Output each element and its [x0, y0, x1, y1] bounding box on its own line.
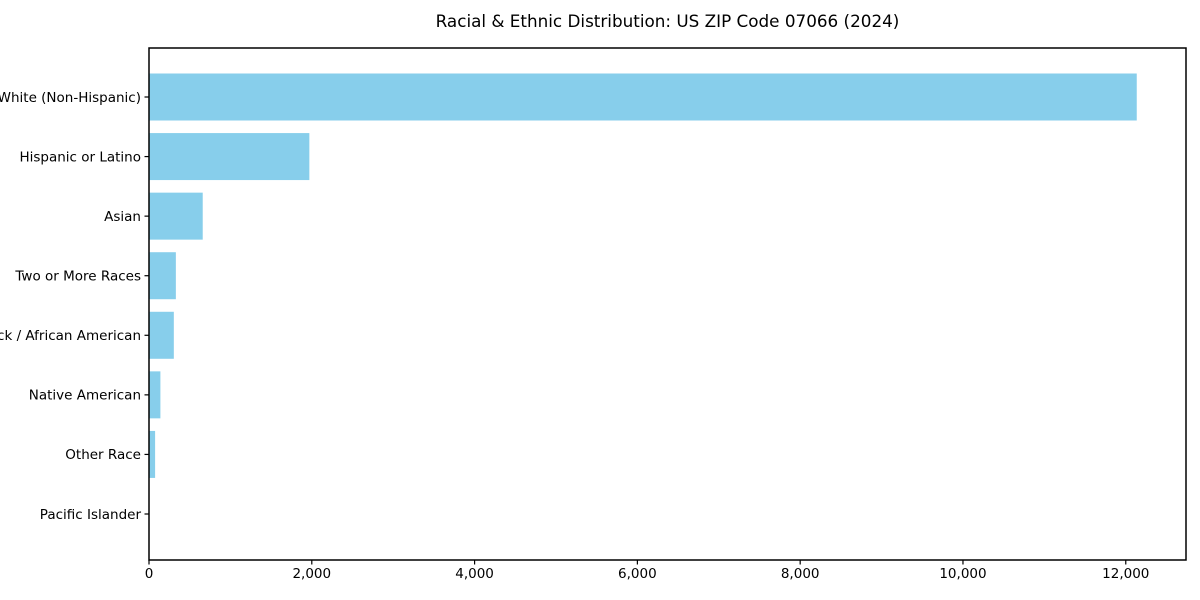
- category-label: Other Race: [65, 447, 141, 463]
- category-label: Black / African American: [0, 328, 141, 344]
- x-tick-label: 0: [145, 566, 154, 582]
- x-tick-label: 12,000: [1102, 566, 1149, 582]
- bar-3: [149, 252, 176, 300]
- chart-title: Racial & Ethnic Distribution: US ZIP Cod…: [435, 11, 900, 31]
- category-label: Asian: [104, 209, 141, 225]
- axis-layer: White (Non-Hispanic) Hispanic or Latino As…: [0, 90, 1149, 582]
- category-label: Pacific Islander: [40, 507, 142, 523]
- category-label: Two or More Races: [14, 269, 141, 285]
- bar-5: [149, 371, 161, 419]
- bars-layer: [149, 73, 1137, 478]
- x-tick-label: 4,000: [455, 566, 494, 582]
- bar-6: [149, 430, 156, 478]
- bar-0: [149, 73, 1137, 121]
- bar-2: [149, 192, 203, 240]
- category-label: White (Non-Hispanic): [0, 90, 141, 106]
- x-tick-label: 6,000: [618, 566, 657, 582]
- category-label: Hispanic or Latino: [19, 149, 141, 165]
- x-tick-label: 2,000: [292, 566, 331, 582]
- category-label: Native American: [29, 388, 141, 404]
- x-tick-label: 8,000: [781, 566, 820, 582]
- x-tick-label: 10,000: [939, 566, 986, 582]
- bar-1: [149, 133, 310, 181]
- plot-frame: [148, 47, 1187, 561]
- bar-4: [149, 311, 174, 359]
